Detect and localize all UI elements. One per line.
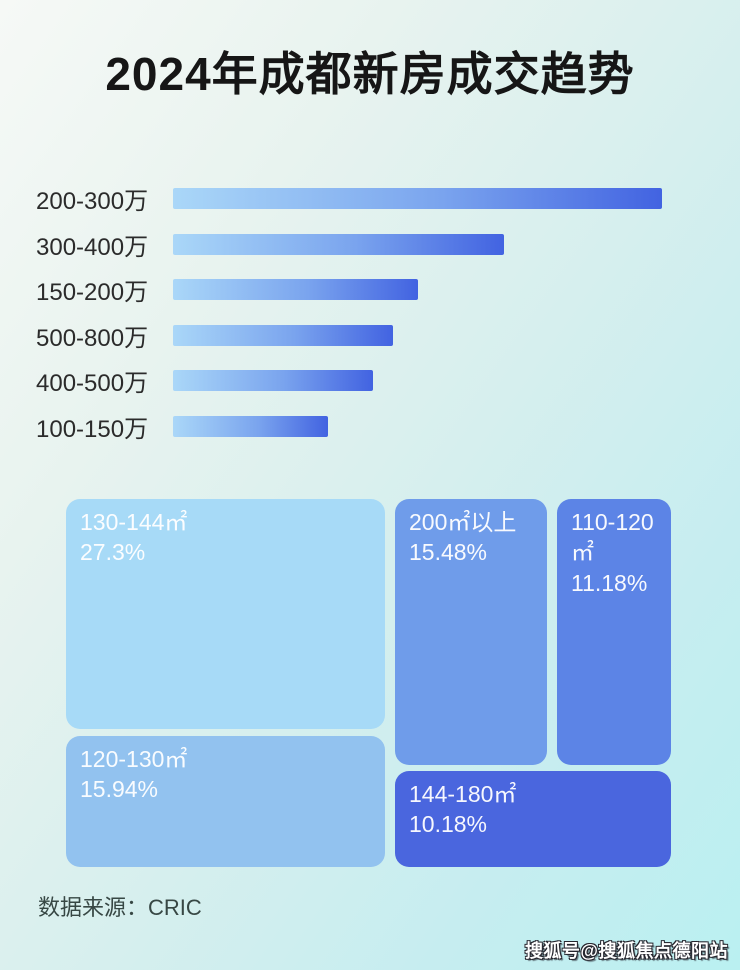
area-treemap: 130-144㎡ 27.3% 120-130㎡ 15.94% 200㎡以上 15… — [66, 499, 671, 867]
bar-fill — [173, 233, 505, 255]
bar-row: 100-150万 — [36, 404, 662, 450]
treemap-tile-200-plus: 200㎡以上 15.48% — [395, 499, 547, 765]
tile-label: 144-180㎡ — [409, 781, 517, 807]
data-source-note: 数据来源：CRIC — [38, 895, 202, 920]
bar-row: 500-800万 — [36, 313, 662, 359]
bar-track — [173, 233, 662, 255]
bar-fill — [173, 370, 373, 392]
bar-row: 150-200万 — [36, 267, 662, 313]
treemap-tile-110-120: 110-120㎡ 11.18% — [557, 499, 671, 765]
bar-fill — [173, 188, 662, 210]
bar-label: 200-300万 — [36, 188, 149, 216]
price-bar-chart: 200-300万 300-400万 150-200万 500-800万 400-… — [36, 176, 662, 449]
treemap-tile-144-180: 144-180㎡ 10.18% — [395, 771, 671, 867]
bar-row: 200-300万 — [36, 176, 662, 222]
bar-track — [173, 415, 662, 437]
bar-fill — [173, 415, 328, 437]
tile-label: 110-120㎡ — [571, 509, 654, 566]
bar-label: 400-500万 — [36, 370, 149, 398]
bar-label: 300-400万 — [36, 233, 149, 261]
tile-value: 27.3% — [80, 539, 146, 566]
bar-row: 300-400万 — [36, 222, 662, 268]
tile-value: 11.18% — [571, 569, 648, 596]
bar-row: 400-500万 — [36, 358, 662, 404]
bar-label: 150-200万 — [36, 279, 149, 307]
bar-fill — [173, 324, 394, 346]
bar-track — [173, 370, 662, 392]
tile-value: 15.94% — [80, 776, 159, 803]
tile-value: 10.18% — [409, 811, 488, 838]
page-title: 2024年成都新房成交趋势 — [105, 48, 635, 100]
bar-fill — [173, 279, 418, 301]
tile-label: 120-130㎡ — [80, 746, 188, 772]
tile-label: 130-144㎡ — [80, 509, 188, 535]
treemap-tile-120-130: 120-130㎡ 15.94% — [66, 736, 385, 867]
watermark: 搜狐号@搜狐焦点德阳站 — [524, 941, 728, 961]
bar-track — [173, 324, 662, 346]
treemap-tile-130-144: 130-144㎡ 27.3% — [66, 499, 385, 729]
bar-track — [173, 188, 662, 210]
tile-value: 15.48% — [409, 539, 488, 566]
bar-label: 500-800万 — [36, 324, 149, 352]
bar-track — [173, 279, 662, 301]
bar-label: 100-150万 — [36, 415, 149, 443]
tile-label: 200㎡以上 — [409, 509, 517, 535]
